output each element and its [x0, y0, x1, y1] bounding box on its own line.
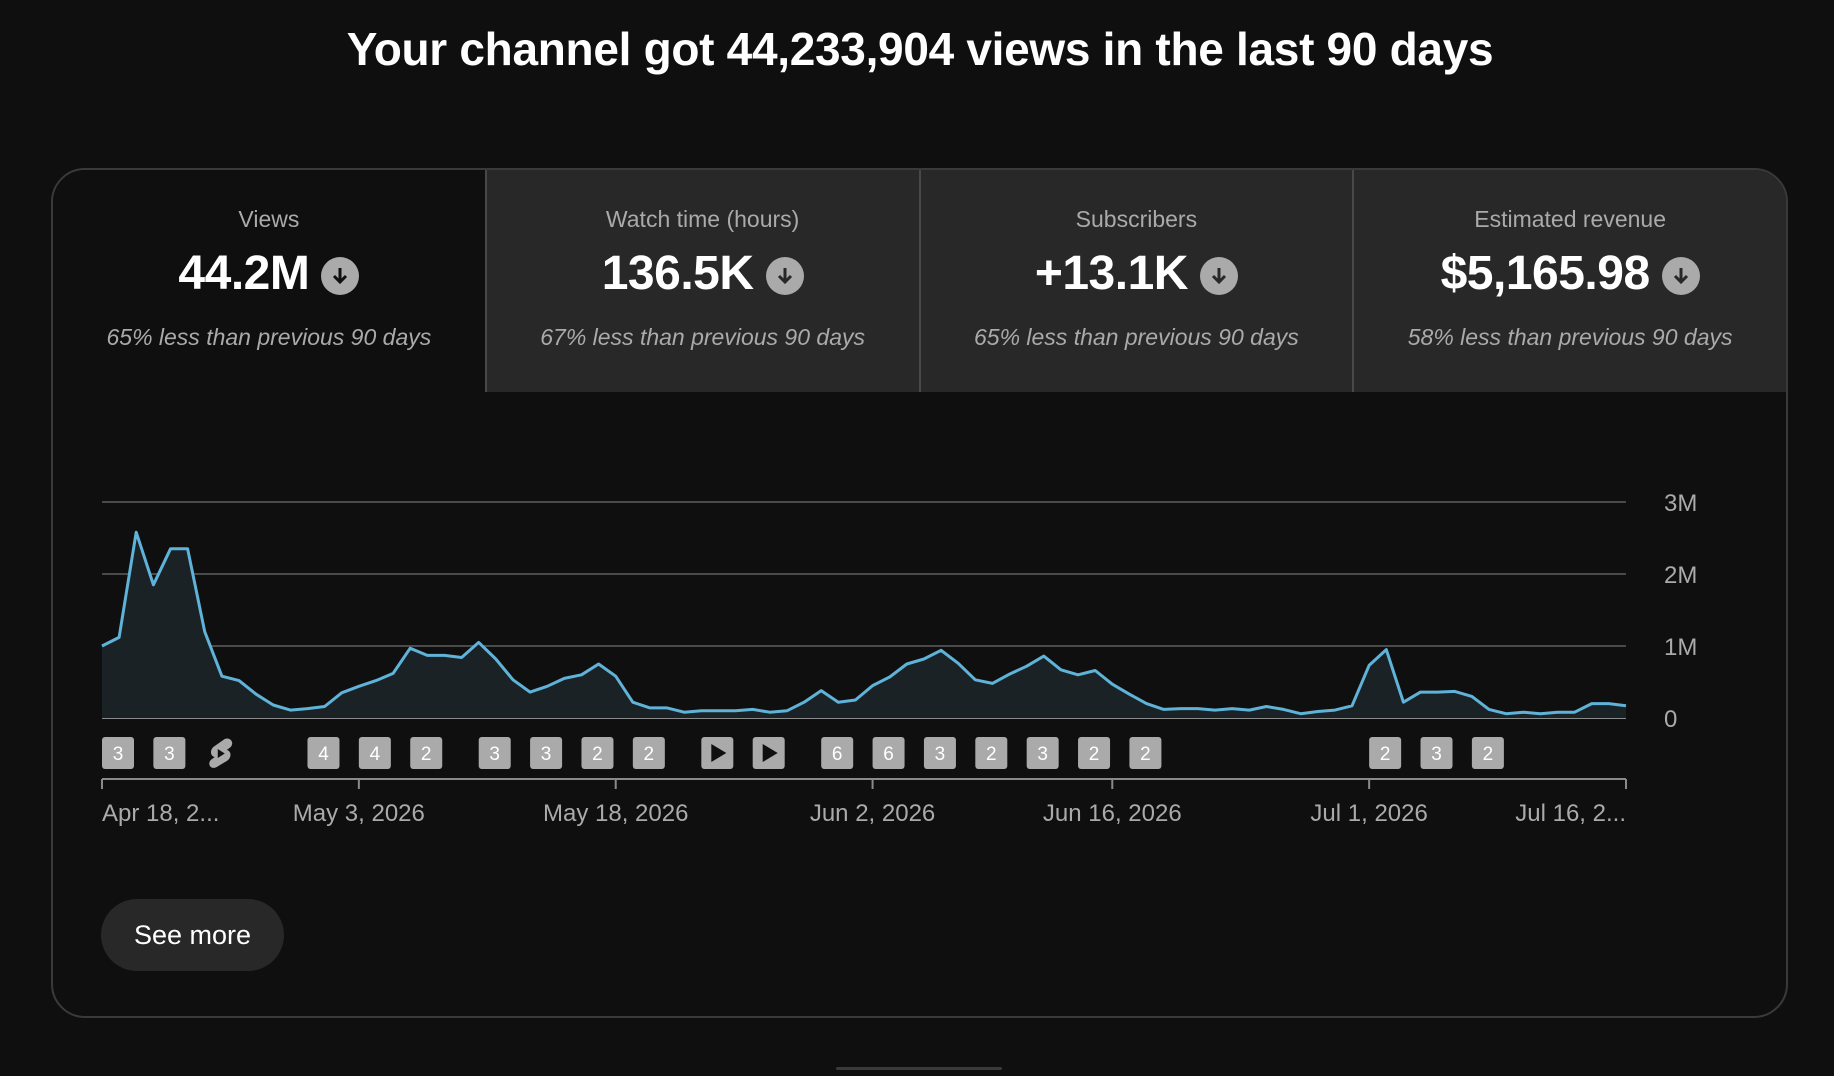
tab-views[interactable]: Views 44.2M 65% less than previous 90 da… — [53, 170, 485, 392]
arrow-down-circle-icon — [1661, 256, 1700, 295]
upload-count-marker — [923, 737, 956, 769]
tab-label: Views — [238, 206, 300, 232]
views-chart[interactable]: 0 1M 2M 3M 3 3 4 4 2 3 3 2 2 6 6 3 2 3 2 2 2 3 2 Apr 18, 2... Ma… — [53, 392, 1786, 862]
upload-count-marker — [632, 737, 665, 769]
x-tick-label: Apr 18, 2... — [102, 800, 219, 827]
metrics-card: Views 44.2M 65% less than previous 90 da… — [51, 168, 1788, 1018]
tab-comparison: 65% less than previous 90 days — [106, 324, 432, 350]
tab-subscribers[interactable]: Subscribers +13.1K 65% less than previou… — [918, 170, 1353, 392]
x-tick-label: Jul 16, 2... — [1515, 800, 1626, 827]
upload-count-label: 4 — [318, 744, 329, 765]
x-tick-label: Jun 16, 2026 — [1043, 800, 1182, 827]
x-tick-label: Jun 2, 2026 — [810, 800, 935, 827]
y-tick-label: 0 — [1664, 706, 1677, 733]
upload-count-label: 2 — [421, 744, 432, 765]
upload-count-marker — [581, 737, 614, 769]
tab-value: 136.5K — [601, 247, 754, 300]
upload-count-marker — [821, 737, 854, 769]
tab-label: Watch time (hours) — [605, 206, 800, 232]
tab-label: Estimated revenue — [1474, 206, 1667, 232]
play-icon — [762, 744, 778, 762]
tab-comparison: 67% less than previous 90 days — [540, 324, 865, 350]
upload-count-marker — [1369, 737, 1402, 769]
upload-count-label: 2 — [1140, 744, 1151, 765]
upload-count-marker — [153, 737, 186, 769]
upload-count-label: 2 — [644, 744, 655, 765]
upload-count-label: 3 — [1431, 744, 1442, 765]
tab-value: $5,165.98 — [1440, 247, 1651, 300]
upload-count-label: 2 — [592, 744, 603, 765]
tab-value: +13.1K — [1034, 247, 1189, 300]
upload-count-marker — [1420, 737, 1453, 769]
upload-count-label: 2 — [1089, 744, 1100, 765]
tab-watch-time[interactable]: Watch time (hours) 136.5K 67% less than … — [484, 170, 919, 392]
upload-count-marker — [1129, 737, 1162, 769]
tab-value-row: +13.1K — [921, 246, 1353, 301]
upload-count-label: 3 — [164, 744, 175, 765]
tab-estimated-revenue[interactable]: Estimated revenue $5,165.98 58% less tha… — [1352, 170, 1786, 392]
x-tick-label: Jul 1, 2026 — [1310, 800, 1427, 827]
play-icon — [711, 744, 727, 762]
upload-count-marker — [872, 737, 905, 769]
upload-count-marker — [307, 737, 340, 769]
upload-count-label: 6 — [832, 744, 843, 765]
upload-count-label: 3 — [113, 744, 124, 765]
shorts-icon — [209, 738, 233, 768]
upload-count-marker — [358, 737, 391, 769]
upload-count-label: 2 — [1380, 744, 1391, 765]
upload-count-marker — [410, 737, 443, 769]
x-tick-label: May 18, 2026 — [543, 800, 688, 827]
chart-svg: 0 1M 2M 3M 3 3 4 4 2 3 3 2 2 6 6 3 2 3 2 2 2 3 2 Apr 18, 2... Ma… — [101, 490, 1697, 827]
upload-count-marker — [1471, 737, 1504, 769]
upload-count-marker — [1078, 737, 1111, 769]
upload-count-marker — [530, 737, 563, 769]
upload-count-label: 3 — [541, 744, 552, 765]
x-tick-label: May 3, 2026 — [293, 800, 425, 827]
series-area — [102, 532, 1626, 718]
tab-comparison: 65% less than previous 90 days — [973, 324, 1299, 350]
arrow-down-circle-icon — [765, 256, 804, 295]
metric-tabs: Views 44.2M 65% less than previous 90 da… — [53, 170, 1786, 392]
y-tick-label: 3M — [1664, 490, 1697, 517]
upload-count-label: 3 — [489, 744, 500, 765]
upload-count-marker — [102, 737, 134, 769]
tab-value-row: 44.2M — [53, 246, 485, 301]
upload-count-marker — [975, 737, 1008, 769]
upload-count-marker — [478, 737, 511, 769]
y-tick-label: 1M — [1664, 634, 1697, 661]
series-line — [101, 530, 1627, 716]
tab-value-row: $5,165.98 — [1354, 246, 1786, 301]
upload-count-label: 2 — [1483, 744, 1494, 765]
tab-value: 44.2M — [178, 247, 310, 300]
upload-count-label: 3 — [1037, 744, 1048, 765]
tab-label: Subscribers — [1075, 206, 1198, 232]
y-tick-label: 2M — [1664, 562, 1697, 589]
tab-value-row: 136.5K — [487, 246, 919, 301]
arrow-down-circle-icon — [1199, 256, 1238, 295]
scroll-handle[interactable] — [836, 1067, 1002, 1070]
upload-count-marker — [1026, 737, 1059, 769]
upload-count-label: 4 — [370, 744, 381, 765]
upload-count-label: 2 — [986, 744, 997, 765]
upload-count-label: 3 — [935, 744, 946, 765]
see-more-button[interactable]: See more — [101, 899, 284, 971]
upload-count-label: 6 — [883, 744, 894, 765]
page-title: Your channel got 44,233,904 views in the… — [346, 23, 1494, 75]
tab-comparison: 58% less than previous 90 days — [1407, 324, 1733, 350]
arrow-down-circle-icon — [321, 256, 360, 295]
